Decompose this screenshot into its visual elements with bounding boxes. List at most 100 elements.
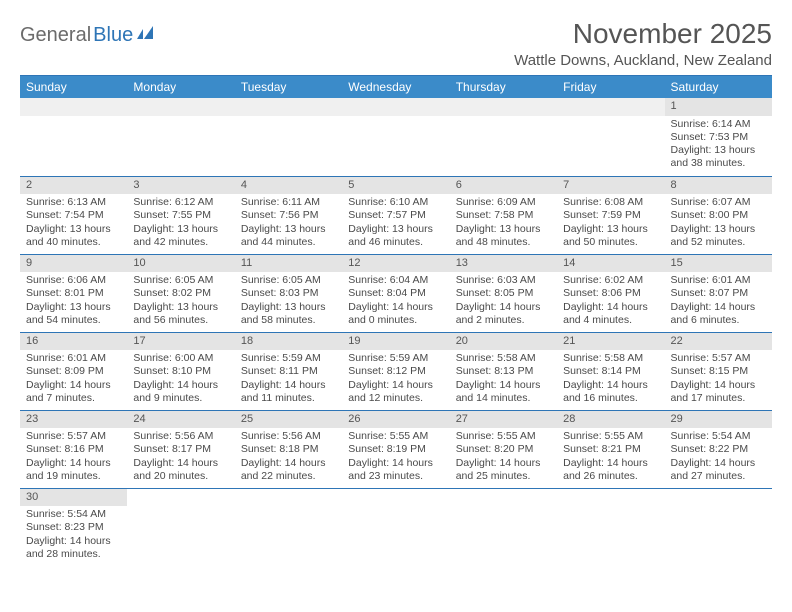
day-number: 28: [557, 411, 664, 429]
calendar-cell: 23Sunrise: 5:57 AMSunset: 8:16 PMDayligh…: [20, 410, 127, 488]
day-number: 25: [235, 411, 342, 429]
daylight-text: Daylight: 14 hours: [671, 379, 766, 392]
sunset-text: Sunset: 8:02 PM: [133, 287, 228, 300]
day-number: 22: [665, 333, 772, 351]
sunrise-text: Sunrise: 6:12 AM: [133, 196, 228, 209]
sunset-text: Sunset: 8:10 PM: [133, 365, 228, 378]
sunrise-text: Sunrise: 5:56 AM: [133, 430, 228, 443]
calendar-cell: 6Sunrise: 6:09 AMSunset: 7:58 PMDaylight…: [450, 176, 557, 254]
daylight-text: Daylight: 14 hours: [133, 379, 228, 392]
calendar-cell: [665, 488, 772, 566]
sunset-text: Sunset: 8:14 PM: [563, 365, 658, 378]
day-number: 16: [20, 333, 127, 351]
daylight-text: and 56 minutes.: [133, 314, 228, 327]
day-details: Sunrise: 6:02 AMSunset: 8:06 PMDaylight:…: [557, 272, 664, 331]
day-details: Sunrise: 6:13 AMSunset: 7:54 PMDaylight:…: [20, 194, 127, 253]
daylight-text: Daylight: 13 hours: [456, 223, 551, 236]
day-number: 8: [665, 177, 772, 195]
sunset-text: Sunset: 8:11 PM: [241, 365, 336, 378]
day-details: Sunrise: 6:07 AMSunset: 8:00 PMDaylight:…: [665, 194, 772, 253]
day-number: 19: [342, 333, 449, 351]
day-number: 11: [235, 255, 342, 273]
empty-day: [342, 98, 449, 116]
calendar-cell: 13Sunrise: 6:03 AMSunset: 8:05 PMDayligh…: [450, 254, 557, 332]
day-number: 2: [20, 177, 127, 195]
sunrise-text: Sunrise: 6:10 AM: [348, 196, 443, 209]
sunset-text: Sunset: 8:17 PM: [133, 443, 228, 456]
sunrise-text: Sunrise: 6:09 AM: [456, 196, 551, 209]
sunset-text: Sunset: 7:54 PM: [26, 209, 121, 222]
calendar-cell: 14Sunrise: 6:02 AMSunset: 8:06 PMDayligh…: [557, 254, 664, 332]
sunset-text: Sunset: 7:55 PM: [133, 209, 228, 222]
day-details: Sunrise: 5:55 AMSunset: 8:21 PMDaylight:…: [557, 428, 664, 487]
sunset-text: Sunset: 7:56 PM: [241, 209, 336, 222]
daylight-text: and 25 minutes.: [456, 470, 551, 483]
sunset-text: Sunset: 8:13 PM: [456, 365, 551, 378]
weekday-header-row: Sunday Monday Tuesday Wednesday Thursday…: [20, 76, 772, 98]
day-details: Sunrise: 6:14 AMSunset: 7:53 PMDaylight:…: [665, 116, 772, 175]
calendar-cell: [20, 98, 127, 176]
sunrise-text: Sunrise: 6:05 AM: [241, 274, 336, 287]
day-number: 17: [127, 333, 234, 351]
sunset-text: Sunset: 8:09 PM: [26, 365, 121, 378]
calendar-cell: 2Sunrise: 6:13 AMSunset: 7:54 PMDaylight…: [20, 176, 127, 254]
day-details: Sunrise: 5:55 AMSunset: 8:19 PMDaylight:…: [342, 428, 449, 487]
sunset-text: Sunset: 8:20 PM: [456, 443, 551, 456]
daylight-text: and 28 minutes.: [26, 548, 121, 561]
sunset-text: Sunset: 8:15 PM: [671, 365, 766, 378]
daylight-text: and 54 minutes.: [26, 314, 121, 327]
day-details: Sunrise: 5:58 AMSunset: 8:13 PMDaylight:…: [450, 350, 557, 409]
logo-text-gray: General: [20, 24, 91, 47]
daylight-text: and 52 minutes.: [671, 236, 766, 249]
sunrise-text: Sunrise: 6:14 AM: [671, 118, 766, 131]
daylight-text: and 26 minutes.: [563, 470, 658, 483]
sunrise-text: Sunrise: 5:55 AM: [348, 430, 443, 443]
calendar-cell: 22Sunrise: 5:57 AMSunset: 8:15 PMDayligh…: [665, 332, 772, 410]
title-block: November 2025 Wattle Downs, Auckland, Ne…: [514, 18, 772, 69]
empty-day: [450, 98, 557, 116]
daylight-text: and 0 minutes.: [348, 314, 443, 327]
daylight-text: and 48 minutes.: [456, 236, 551, 249]
daylight-text: Daylight: 14 hours: [456, 379, 551, 392]
sunset-text: Sunset: 8:05 PM: [456, 287, 551, 300]
calendar-cell: 10Sunrise: 6:05 AMSunset: 8:02 PMDayligh…: [127, 254, 234, 332]
calendar-cell: [235, 98, 342, 176]
daylight-text: Daylight: 13 hours: [563, 223, 658, 236]
sunrise-text: Sunrise: 5:57 AM: [26, 430, 121, 443]
day-number: 3: [127, 177, 234, 195]
daylight-text: Daylight: 14 hours: [671, 301, 766, 314]
daylight-text: Daylight: 13 hours: [133, 223, 228, 236]
daylight-text: Daylight: 14 hours: [26, 457, 121, 470]
sunrise-text: Sunrise: 5:59 AM: [348, 352, 443, 365]
calendar-cell: [342, 488, 449, 566]
calendar-cell: 30Sunrise: 5:54 AMSunset: 8:23 PMDayligh…: [20, 488, 127, 566]
day-details: Sunrise: 6:01 AMSunset: 8:09 PMDaylight:…: [20, 350, 127, 409]
daylight-text: Daylight: 14 hours: [26, 535, 121, 548]
calendar-cell: 9Sunrise: 6:06 AMSunset: 8:01 PMDaylight…: [20, 254, 127, 332]
day-number: 14: [557, 255, 664, 273]
logo: General Blue: [20, 18, 159, 47]
sunset-text: Sunset: 7:57 PM: [348, 209, 443, 222]
weekday-header: Thursday: [450, 76, 557, 98]
calendar-cell: [557, 98, 664, 176]
daylight-text: and 14 minutes.: [456, 392, 551, 405]
sunrise-text: Sunrise: 5:55 AM: [456, 430, 551, 443]
day-number: 15: [665, 255, 772, 273]
day-number: 24: [127, 411, 234, 429]
daylight-text: and 23 minutes.: [348, 470, 443, 483]
day-details: Sunrise: 6:03 AMSunset: 8:05 PMDaylight:…: [450, 272, 557, 331]
day-number: 12: [342, 255, 449, 273]
day-number: 9: [20, 255, 127, 273]
calendar-cell: 7Sunrise: 6:08 AMSunset: 7:59 PMDaylight…: [557, 176, 664, 254]
sunrise-text: Sunrise: 6:00 AM: [133, 352, 228, 365]
day-number: 5: [342, 177, 449, 195]
header: General Blue November 2025 Wattle Downs,…: [20, 18, 772, 69]
calendar-cell: 24Sunrise: 5:56 AMSunset: 8:17 PMDayligh…: [127, 410, 234, 488]
daylight-text: and 2 minutes.: [456, 314, 551, 327]
day-details: Sunrise: 5:56 AMSunset: 8:17 PMDaylight:…: [127, 428, 234, 487]
weekday-header: Sunday: [20, 76, 127, 98]
calendar-cell: 1Sunrise: 6:14 AMSunset: 7:53 PMDaylight…: [665, 98, 772, 176]
day-number: 27: [450, 411, 557, 429]
day-details: Sunrise: 6:12 AMSunset: 7:55 PMDaylight:…: [127, 194, 234, 253]
day-details: Sunrise: 5:59 AMSunset: 8:12 PMDaylight:…: [342, 350, 449, 409]
